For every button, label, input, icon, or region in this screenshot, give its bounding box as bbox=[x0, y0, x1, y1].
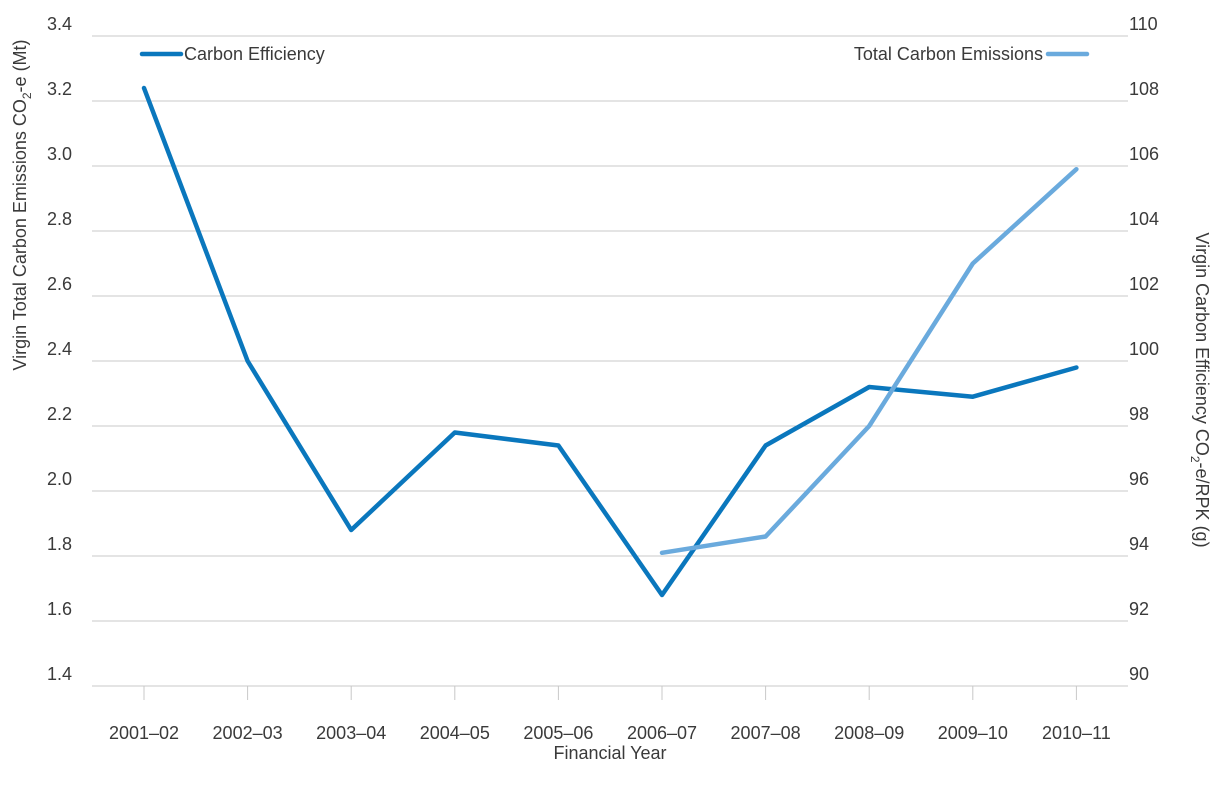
x-axis-tick-label: 2002–03 bbox=[213, 723, 283, 743]
left-axis-tick-label: 2.2 bbox=[47, 404, 72, 424]
right-axis-tick-label: 106 bbox=[1129, 144, 1159, 164]
right-axis-tick-label: 92 bbox=[1129, 599, 1149, 619]
series-lines bbox=[141, 85, 1079, 598]
left-axis-tick-label: 2.6 bbox=[47, 274, 72, 294]
left-axis-tick-labels: 1.4 1.6 1.8 2.0 2.2 2.4 2.6 2.8 3.0 3.2 3.4 bbox=[47, 14, 72, 684]
x-axis-title: Financial Year bbox=[553, 743, 666, 763]
right-axis-tick-label: 94 bbox=[1129, 534, 1149, 554]
x-axis-tick-label: 2008–09 bbox=[834, 723, 904, 743]
left-axis-tick-label: 2.8 bbox=[47, 209, 72, 229]
left-axis-tick-label: 1.4 bbox=[47, 664, 72, 684]
left-axis-tick-label: 3.0 bbox=[47, 144, 72, 164]
x-axis-tick-label: 2009–10 bbox=[938, 723, 1008, 743]
left-axis-tick-label: 3.4 bbox=[47, 14, 72, 34]
x-axis-tick-label: 2004–05 bbox=[420, 723, 490, 743]
right-axis-tick-label: 100 bbox=[1129, 339, 1159, 359]
right-axis-tick-label: 98 bbox=[1129, 404, 1149, 424]
right-axis-tick-label: 96 bbox=[1129, 469, 1149, 489]
x-axis-ticks: 2001–02 2002–03 2003–04 2004–05 2005–06 2006–… bbox=[109, 686, 1111, 743]
legend-total-carbon-emissions: Total Carbon Emissions bbox=[854, 44, 1090, 64]
x-axis-tick-label: 2010–11 bbox=[1042, 723, 1111, 743]
right-axis-tick-label: 108 bbox=[1129, 79, 1159, 99]
right-axis-tick-labels: 90 92 94 96 98 100 102 104 106 108 110 bbox=[1129, 14, 1159, 684]
left-axis-tick-label: 1.8 bbox=[47, 534, 72, 554]
series-line-total-carbon-emissions bbox=[659, 166, 1079, 556]
x-axis-tick-label: 2007–08 bbox=[731, 723, 801, 743]
x-axis-tick-label: 2001–02 bbox=[109, 723, 179, 743]
left-axis-tick-label: 2.0 bbox=[47, 469, 72, 489]
x-axis-tick-label: 2006–07 bbox=[627, 723, 697, 743]
right-axis-tick-label: 102 bbox=[1129, 274, 1159, 294]
left-axis-title: Virgin Total Carbon Emissions CO2-e (Mt) bbox=[10, 39, 34, 370]
right-axis-tick-label: 104 bbox=[1129, 209, 1159, 229]
x-axis-tick-label: 2005–06 bbox=[523, 723, 593, 743]
left-axis-tick-label: 1.6 bbox=[47, 599, 72, 619]
right-axis-tick-label: 110 bbox=[1129, 14, 1158, 34]
left-axis-tick-label: 3.2 bbox=[47, 79, 72, 99]
right-axis-tick-label: 90 bbox=[1129, 664, 1149, 684]
right-axis-title: Virgin Carbon Efficiency CO2-e/RPK (g) bbox=[1188, 232, 1212, 547]
legend-label-carbon-efficiency: Carbon Efficiency bbox=[184, 44, 325, 64]
legend-carbon-efficiency: Carbon Efficiency bbox=[139, 44, 325, 64]
left-axis-tick-label: 2.4 bbox=[47, 339, 72, 359]
x-axis-tick-label: 2003–04 bbox=[316, 723, 386, 743]
gridlines bbox=[92, 35, 1128, 687]
series-line-carbon-efficiency bbox=[141, 85, 1079, 598]
legend-label-total-carbon-emissions: Total Carbon Emissions bbox=[854, 44, 1043, 64]
